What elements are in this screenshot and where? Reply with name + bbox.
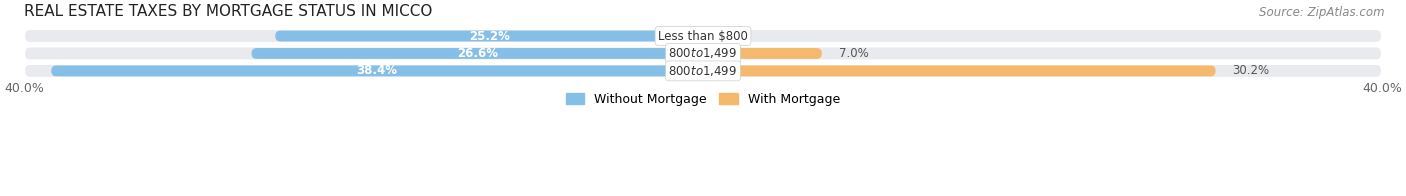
FancyBboxPatch shape (252, 48, 703, 59)
FancyBboxPatch shape (24, 64, 1382, 78)
Text: REAL ESTATE TAXES BY MORTGAGE STATUS IN MICCO: REAL ESTATE TAXES BY MORTGAGE STATUS IN … (24, 4, 433, 19)
Text: 7.0%: 7.0% (839, 47, 869, 60)
Text: 25.2%: 25.2% (468, 30, 509, 43)
FancyBboxPatch shape (276, 31, 703, 41)
Text: Less than $800: Less than $800 (658, 30, 748, 43)
Text: $800 to $1,499: $800 to $1,499 (668, 46, 738, 60)
Text: 30.2%: 30.2% (1233, 64, 1270, 77)
Text: Source: ZipAtlas.com: Source: ZipAtlas.com (1260, 6, 1385, 19)
FancyBboxPatch shape (51, 65, 703, 76)
Text: 38.4%: 38.4% (357, 64, 398, 77)
Text: $800 to $1,499: $800 to $1,499 (668, 64, 738, 78)
Text: 26.6%: 26.6% (457, 47, 498, 60)
FancyBboxPatch shape (24, 46, 1382, 60)
FancyBboxPatch shape (24, 29, 1382, 43)
FancyBboxPatch shape (703, 48, 821, 59)
Text: 0.0%: 0.0% (720, 30, 749, 43)
FancyBboxPatch shape (703, 65, 1216, 76)
Legend: Without Mortgage, With Mortgage: Without Mortgage, With Mortgage (561, 88, 845, 111)
